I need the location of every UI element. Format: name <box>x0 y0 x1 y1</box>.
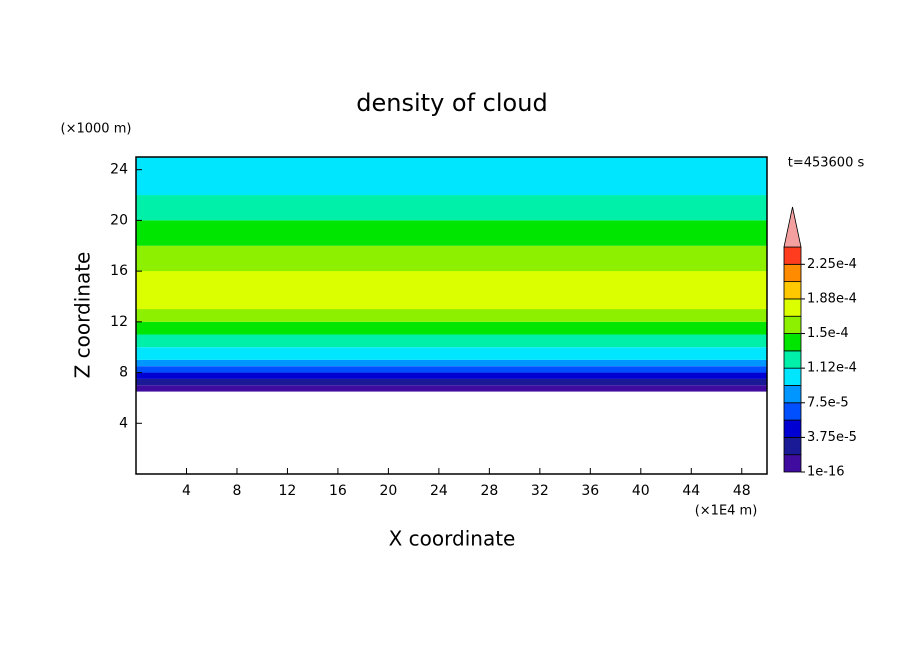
colorbar-tick-label: 1e-16 <box>807 465 845 480</box>
colorbar-extend <box>783 206 802 248</box>
y-tick-label: 24 <box>110 162 128 178</box>
colorbar-segment <box>783 333 802 352</box>
y-tick-label: 20 <box>110 212 128 228</box>
x-axis-label: X coordinate <box>389 527 516 551</box>
x-tick-label: 40 <box>632 483 650 499</box>
colorbar-segment <box>783 246 802 265</box>
x-tick-label: 44 <box>682 483 700 499</box>
colorbar-segment <box>783 436 802 456</box>
contour-band <box>136 372 767 379</box>
x-tick-label: 36 <box>581 483 599 499</box>
x-tick-label: 32 <box>531 483 549 499</box>
y-axis-label: Z coordinate <box>71 252 95 379</box>
contour-band <box>136 334 767 348</box>
x-tick-label: 4 <box>182 483 191 499</box>
colorbar-tick-label: 1.12e-4 <box>807 361 857 376</box>
colorbar-segment <box>783 298 802 317</box>
colorbar-segment <box>783 367 802 386</box>
colorbar-segment <box>783 263 802 283</box>
y-tick-label: 8 <box>119 365 128 381</box>
colorbar-segment <box>783 454 802 473</box>
x-tick-label: 48 <box>733 483 751 499</box>
y-tick-label: 16 <box>110 263 128 279</box>
contour-band <box>136 157 767 196</box>
colorbar-tick-label: 3.75e-5 <box>807 430 857 445</box>
colorbar-tick-label: 1.88e-4 <box>807 291 857 306</box>
colorbar-tick-label: 1.5e-4 <box>807 326 849 341</box>
time-annotation: t=453600 s <box>788 156 865 171</box>
plot-frame <box>135 156 768 475</box>
y-unit: (×1000 m) <box>61 122 132 137</box>
contour-band <box>136 321 767 335</box>
x-tick-label: 24 <box>430 483 448 499</box>
colorbar-segment <box>783 315 802 334</box>
y-tick-label: 4 <box>119 415 128 431</box>
contour-band <box>136 378 767 386</box>
contour-band <box>136 359 767 367</box>
contour-band <box>136 366 767 373</box>
x-tick-label: 28 <box>480 483 498 499</box>
contour-field <box>136 157 767 392</box>
contour-band <box>136 385 767 392</box>
contour-band <box>136 347 767 360</box>
colorbar-segment <box>783 385 802 404</box>
colorbar-segment <box>783 281 802 300</box>
x-unit: (×1E4 m) <box>695 504 758 519</box>
x-tick-label: 16 <box>329 483 347 499</box>
colorbar-tick-label: 7.5e-5 <box>807 395 849 410</box>
colorbar-segment <box>783 402 802 421</box>
chart-title: density of cloud <box>356 89 547 117</box>
contour-band <box>136 220 767 246</box>
y-tick-label: 12 <box>110 314 128 330</box>
x-tick-label: 8 <box>232 483 241 499</box>
contour-band <box>136 271 767 310</box>
x-tick-label: 12 <box>279 483 297 499</box>
colorbar-segment <box>783 350 802 369</box>
colorbar-segment <box>783 419 802 438</box>
x-tick-label: 20 <box>379 483 397 499</box>
contour-band <box>136 195 767 221</box>
colorbar-tick-label: 2.25e-4 <box>807 257 857 272</box>
